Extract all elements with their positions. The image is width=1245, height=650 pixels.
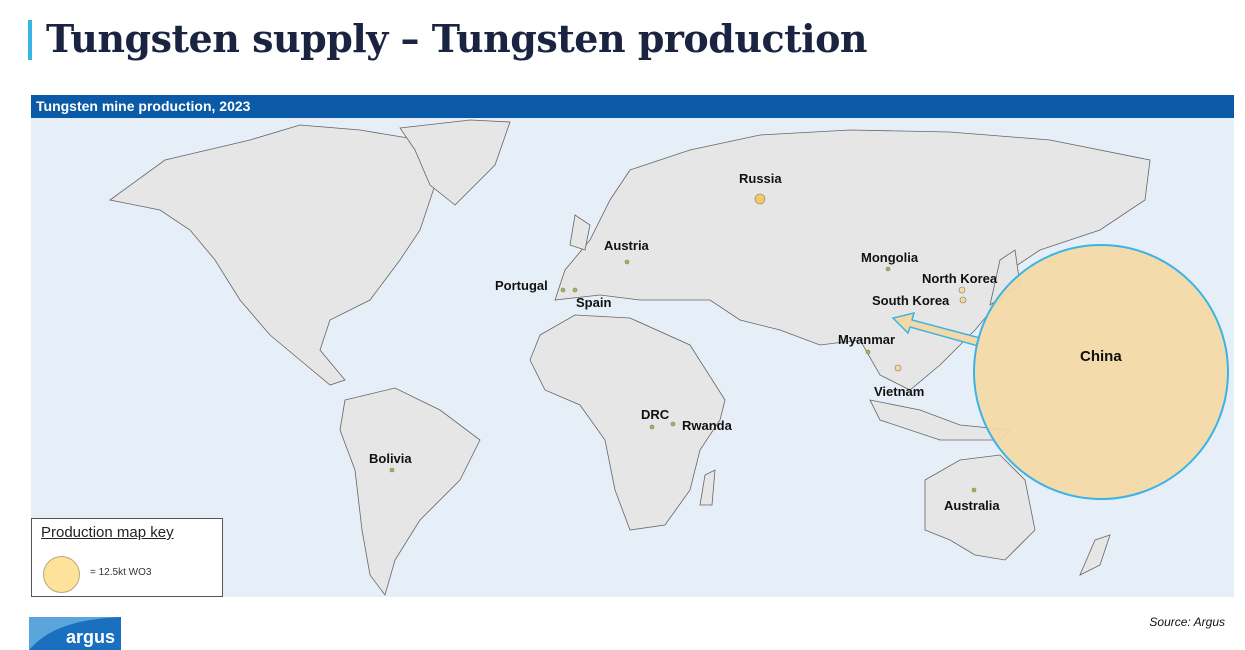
south-america <box>339 387 481 596</box>
new-zealand <box>1079 534 1111 576</box>
source-note: Source: Argus <box>1149 615 1225 629</box>
greenland <box>399 119 511 206</box>
australia-bubble <box>971 487 977 493</box>
key-title: Production map key <box>41 524 174 541</box>
page-title: Tungsten supply – Tungsten production <box>46 16 868 61</box>
north-america <box>109 124 441 386</box>
madagascar <box>699 469 716 506</box>
label-spain: Spain <box>576 295 612 310</box>
myanmar-bubble <box>865 349 871 355</box>
label-australia: Australia <box>944 498 1000 513</box>
vietnam-bubble <box>894 364 902 372</box>
africa <box>529 314 726 531</box>
portugal-bubble <box>560 287 566 293</box>
north-korea-bubble <box>958 286 966 294</box>
label-rwanda: Rwanda <box>682 418 732 433</box>
austria-bubble <box>624 259 630 265</box>
key-circle <box>43 556 80 593</box>
label-north-korea: North Korea <box>922 271 998 286</box>
key-value: = 12.5kt WO3 <box>90 567 152 578</box>
label-south-korea: South Korea <box>872 293 950 308</box>
label-vietnam: Vietnam <box>874 384 925 399</box>
china-arrow <box>891 311 981 347</box>
logo-swoosh <box>29 617 121 650</box>
title-accent-bar <box>28 20 32 60</box>
label-china: China <box>1080 348 1122 365</box>
label-myanmar: Myanmar <box>838 332 896 347</box>
south-korea-bubble <box>959 296 967 304</box>
uk <box>569 214 591 251</box>
label-austria: Austria <box>604 238 649 253</box>
label-drc: DRC <box>641 407 670 422</box>
drc-bubble <box>649 424 655 430</box>
map-key: Production map key = 12.5kt WO3 <box>31 518 223 597</box>
mongolia-bubble <box>885 266 891 272</box>
russia-bubble <box>754 193 766 205</box>
australia <box>924 454 1036 561</box>
label-bolivia: Bolivia <box>369 451 412 466</box>
label-mongolia: Mongolia <box>861 250 919 265</box>
argus-logo: argus <box>29 617 121 650</box>
logo-text: argus <box>65 627 115 647</box>
label-portugal: Portugal <box>495 278 548 293</box>
rwanda-bubble <box>670 421 676 427</box>
bolivia-bubble <box>389 467 395 473</box>
map-svg <box>109 119 1229 596</box>
spain-bubble <box>572 287 578 293</box>
china-bubble <box>973 244 1229 500</box>
label-russia: Russia <box>739 171 782 186</box>
world-map <box>31 118 1234 597</box>
map-header: Tungsten mine production, 2023 <box>31 95 1234 118</box>
